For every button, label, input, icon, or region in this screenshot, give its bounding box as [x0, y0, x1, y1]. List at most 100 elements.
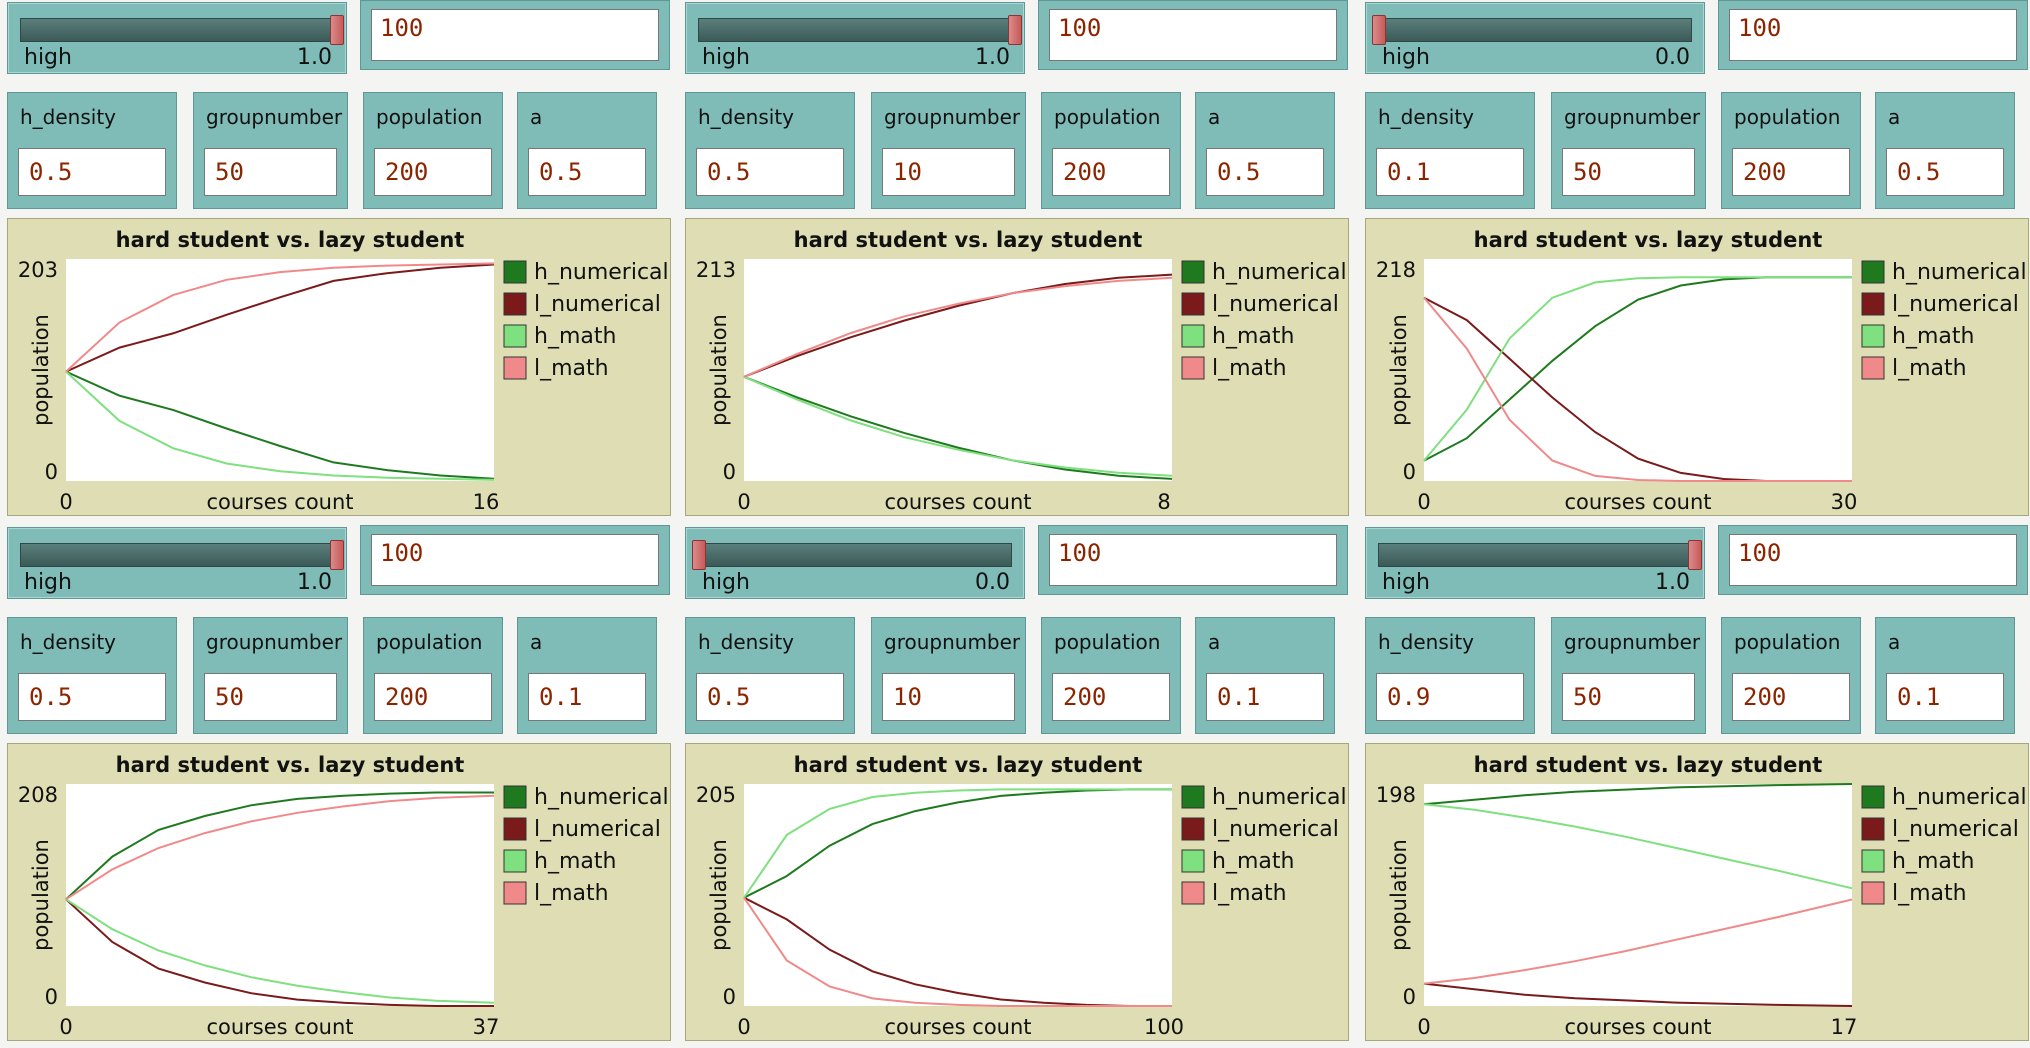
- slider-label: high: [24, 570, 72, 595]
- plot-svg: hard student vs. lazy student 205 00 100 cou…: [696, 753, 1347, 1039]
- param-input[interactable]: 200: [1732, 673, 1850, 721]
- param-input[interactable]: 0.5: [696, 148, 844, 196]
- high-slider[interactable]: high 0.0: [685, 527, 1025, 599]
- series-line-l-math: [743, 897, 1172, 1007]
- param-input[interactable]: 200: [374, 673, 492, 721]
- slider-handle[interactable]: [1688, 540, 1702, 570]
- legend-label: l_numerical: [534, 817, 661, 842]
- param-input[interactable]: 0.5: [528, 148, 646, 196]
- y-min-label: 0: [723, 460, 736, 484]
- legend-label: l_numerical: [534, 292, 661, 317]
- high-slider[interactable]: high 1.0: [7, 2, 347, 74]
- slider-track[interactable]: [698, 543, 1012, 567]
- number-input[interactable]: 100: [371, 9, 659, 61]
- slider-handle[interactable]: [692, 540, 706, 570]
- param-a: a 0.5: [517, 92, 657, 209]
- x-axis-label: courses count: [206, 490, 353, 514]
- plot-widget: hard student vs. lazy student 213 0 0 8 cours…: [685, 218, 1349, 516]
- series-line-h-numerical: [65, 370, 495, 480]
- param-input[interactable]: 0.5: [18, 673, 166, 721]
- param-input[interactable]: 0.1: [1376, 148, 1524, 196]
- legend-swatch-h-math: [503, 849, 527, 873]
- plot-svg: hard student vs. lazy student 198 00 17 cour…: [1376, 753, 2027, 1039]
- plot-svg: hard student vs. lazy student 218 00 30 cour…: [1376, 228, 2027, 514]
- x-axis-label: courses count: [206, 1015, 353, 1039]
- number-input[interactable]: 100: [371, 534, 659, 586]
- param-label: a: [1208, 105, 1221, 129]
- legend-label: l_math: [1892, 881, 1967, 906]
- param-input[interactable]: 0.1: [1206, 673, 1324, 721]
- legend-swatch-l-numerical: [1861, 817, 1885, 841]
- param-input[interactable]: 0.5: [696, 673, 844, 721]
- param-input[interactable]: 50: [1562, 673, 1695, 721]
- param-input[interactable]: 50: [204, 673, 337, 721]
- param-input[interactable]: 200: [1732, 148, 1850, 196]
- y-min-label: 0: [45, 985, 58, 1009]
- legend-label: h_math: [1892, 324, 1974, 349]
- param-input[interactable]: 0.1: [528, 673, 646, 721]
- y-axis-label: population: [707, 839, 731, 951]
- param-population: population 200: [363, 92, 503, 209]
- param-label: groupnumber: [206, 105, 343, 129]
- series-line-l-math: [65, 794, 495, 901]
- legend-label: h_numerical: [534, 785, 669, 810]
- slider-value: 0.0: [1655, 45, 1690, 70]
- slider-track[interactable]: [1378, 18, 1692, 42]
- number-input[interactable]: 100: [1729, 534, 2017, 586]
- x-axis-label: courses count: [1564, 1015, 1711, 1039]
- plot-widget: hard student vs. lazy student 208 0 0 37 cour…: [7, 743, 671, 1041]
- slider-track[interactable]: [20, 543, 334, 567]
- legend-label: l_math: [1212, 356, 1287, 381]
- number-input-box: 100: [1038, 525, 1348, 595]
- param-input[interactable]: 0.1: [1886, 673, 2004, 721]
- param-label: a: [1888, 630, 1901, 654]
- y-axis-label: population: [29, 314, 53, 426]
- legend-label: h_numerical: [1892, 785, 2027, 810]
- legend-swatch-l-math: [503, 356, 527, 380]
- param-population: population 200: [1721, 92, 1861, 209]
- legend-swatch-h-numerical: [1861, 260, 1885, 284]
- param-input[interactable]: 10: [882, 148, 1015, 196]
- slider-value: 0.0: [975, 570, 1010, 595]
- series-line-l-numerical: [743, 273, 1173, 378]
- plot-widget: hard student vs. lazy student 198 0 0 17 cour…: [1365, 743, 2029, 1041]
- y-min-label: 0: [723, 985, 736, 1009]
- plot-title: hard student vs. lazy student: [116, 228, 465, 252]
- param-input[interactable]: 0.5: [1886, 148, 2004, 196]
- slider-handle[interactable]: [330, 540, 344, 570]
- plot-widget: hard student vs. lazy student 205 0 0 100 cou…: [685, 743, 1349, 1041]
- param-groupnumber: groupnumber 50: [193, 92, 348, 209]
- param-input[interactable]: 0.5: [1206, 148, 1324, 196]
- param-a: a 0.5: [1875, 92, 2015, 209]
- number-input[interactable]: 100: [1049, 9, 1337, 61]
- legend-swatch-l-math: [1181, 881, 1205, 905]
- x-min-label: 0: [1417, 1015, 1430, 1039]
- slider-handle[interactable]: [1008, 15, 1022, 45]
- high-slider[interactable]: high 1.0: [1365, 527, 1705, 599]
- slider-track[interactable]: [20, 18, 334, 42]
- slider-track[interactable]: [1378, 543, 1692, 567]
- series-line-l-numerical: [65, 263, 495, 373]
- param-input[interactable]: 200: [374, 148, 492, 196]
- number-input[interactable]: 100: [1729, 9, 2017, 61]
- high-slider[interactable]: high 1.0: [7, 527, 347, 599]
- param-input[interactable]: 10: [882, 673, 1015, 721]
- slider-handle[interactable]: [1372, 15, 1386, 45]
- param-input[interactable]: 0.9: [1376, 673, 1524, 721]
- param-input[interactable]: 0.5: [18, 148, 166, 196]
- slider-track[interactable]: [698, 18, 1012, 42]
- param-input[interactable]: 200: [1052, 673, 1170, 721]
- param-input[interactable]: 50: [204, 148, 337, 196]
- number-input[interactable]: 100: [1049, 534, 1337, 586]
- legend-swatch-h-numerical: [1181, 260, 1205, 284]
- param-input[interactable]: 50: [1562, 148, 1695, 196]
- slider-handle[interactable]: [330, 15, 344, 45]
- y-max-label: 203: [18, 258, 58, 282]
- x-max-label: 30: [1831, 490, 1858, 514]
- legend-swatch-l-numerical: [1181, 292, 1205, 316]
- high-slider[interactable]: high 1.0: [685, 2, 1025, 74]
- param-input[interactable]: 200: [1052, 148, 1170, 196]
- legend-label: h_math: [1892, 849, 1974, 874]
- x-max-label: 100: [1144, 1015, 1184, 1039]
- high-slider[interactable]: high 0.0: [1365, 2, 1705, 74]
